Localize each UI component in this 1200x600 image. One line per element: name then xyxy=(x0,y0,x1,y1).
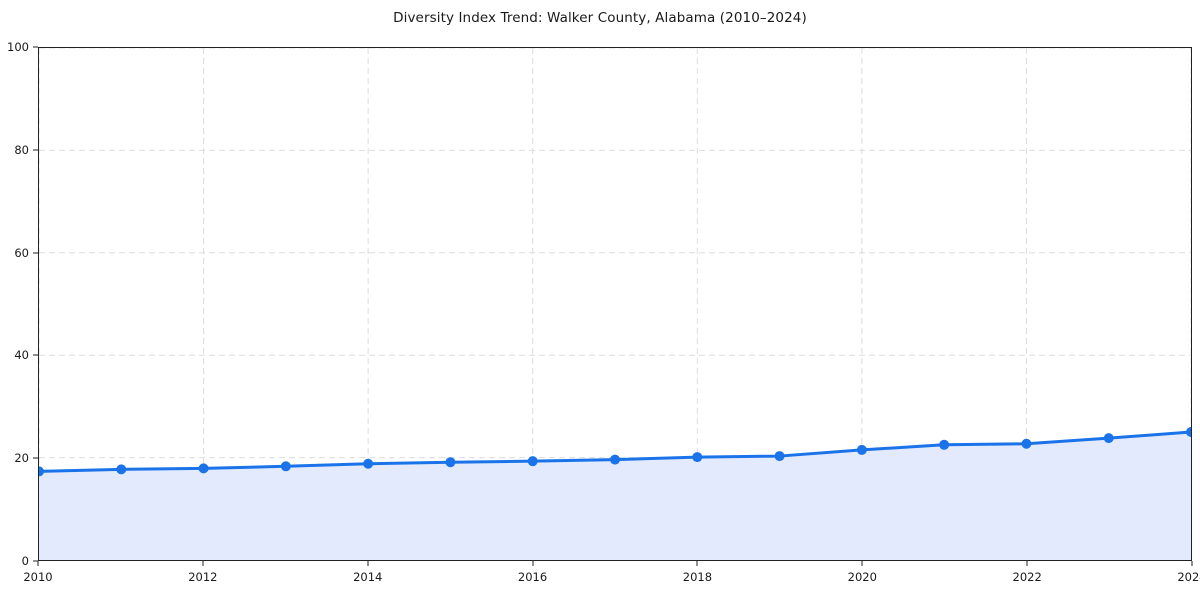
y-axis-tick-label: 80 xyxy=(14,142,29,157)
y-axis-tick-mark xyxy=(33,560,38,562)
x-axis-tick-label: 2020 xyxy=(847,570,877,584)
data-point-marker xyxy=(692,452,703,463)
x-axis-tick-label: 2010 xyxy=(23,570,53,584)
data-point-marker xyxy=(774,451,785,462)
data-point-marker xyxy=(939,439,950,450)
y-axis-tick-mark xyxy=(33,149,38,151)
plot-inner xyxy=(39,48,1191,560)
data-series-diversity-index xyxy=(39,427,1191,560)
x-axis-tick-label: 2024 xyxy=(1177,570,1200,584)
data-point-marker xyxy=(363,458,374,469)
x-axis-tick-mark xyxy=(202,561,204,566)
x-axis-tick-label: 2018 xyxy=(682,570,713,584)
x-axis: 2010 2012 2014 2016 2018 2020 2022 2024 xyxy=(23,561,1200,600)
data-point-marker xyxy=(198,463,209,474)
chart-title: Diversity Index Trend: Walker County, Al… xyxy=(393,10,807,26)
y-axis-tick-label: 40 xyxy=(14,348,29,363)
data-point-marker xyxy=(1186,427,1191,437)
x-axis-tick-label: 2014 xyxy=(353,570,383,584)
data-point-marker xyxy=(856,444,867,455)
x-axis-tick-mark xyxy=(861,561,863,566)
data-point-marker xyxy=(527,456,538,467)
x-axis-tick-mark xyxy=(1191,561,1193,566)
data-point-marker xyxy=(1021,438,1032,449)
y-axis-tick-mark xyxy=(33,354,38,356)
data-point-marker xyxy=(445,457,456,468)
x-axis-tick-mark xyxy=(696,561,698,566)
x-axis-tick-label: 2016 xyxy=(517,570,548,584)
x-axis-tick-mark xyxy=(37,561,39,566)
plot-area xyxy=(38,47,1192,561)
y-axis-tick-label: 100 xyxy=(7,40,29,54)
data-point-marker xyxy=(1103,433,1114,444)
y-axis-tick-mark xyxy=(33,46,38,48)
x-axis-tick-label: 2012 xyxy=(188,570,218,584)
data-point-marker xyxy=(610,454,620,465)
y-axis-tick-label: 20 xyxy=(14,451,29,466)
x-axis-tick-mark xyxy=(1026,561,1028,566)
x-axis-tick-label: 2022 xyxy=(1012,570,1042,584)
gridlines xyxy=(39,48,1191,560)
y-axis-tick-mark xyxy=(33,252,38,254)
x-axis-tick-mark xyxy=(367,561,369,566)
data-point-marker xyxy=(280,461,291,472)
data-point-marker xyxy=(116,464,127,475)
y-axis-tick-mark xyxy=(33,457,38,459)
data-point-marker xyxy=(39,466,44,477)
y-axis-tick-label: 0 xyxy=(21,554,29,568)
x-axis-tick-mark xyxy=(532,561,534,566)
y-axis: 0 20 40 60 80 100 xyxy=(0,40,38,568)
y-axis-tick-label: 60 xyxy=(14,245,29,260)
